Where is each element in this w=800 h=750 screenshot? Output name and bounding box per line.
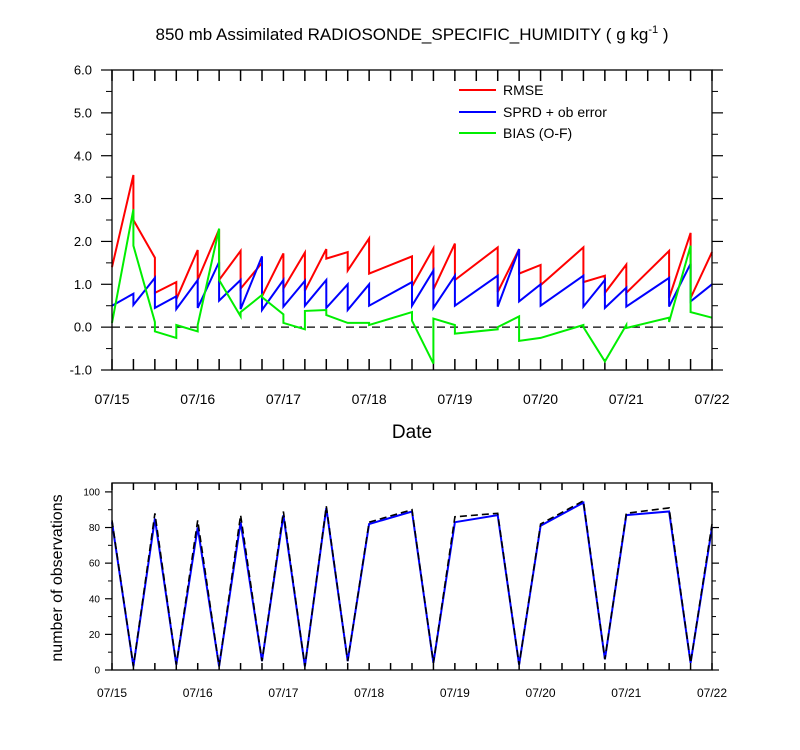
bottom-plot-frame: [111, 482, 713, 671]
top-x-tick-label: 07/19: [437, 391, 472, 407]
bot-series-line-possible-observations: [111, 499, 713, 667]
top-y-tick-label: 5.0: [74, 105, 92, 120]
legend-entry-sprd: SPRD + ob error: [459, 104, 607, 120]
top-x-tick-labels: 07/15 07/16 07/17 07/18 07/19 07/20 07/21 07/22: [94, 391, 729, 407]
bot-x-tick-label: 07/19: [440, 686, 470, 700]
bottom-axes-ticks: [105, 483, 719, 671]
bottom-x-tick-labels: 07/15 07/16 07/17 07/18 07/19 07/20 07/21 07/22: [97, 686, 727, 700]
top-y-tick-label: 6.0: [74, 63, 92, 78]
bottom-y-tick-labels: 0 20 40 60 80 100: [83, 487, 100, 676]
top-axes-ticks: [101, 69, 723, 371]
top-x-tick-label: 07/16: [180, 391, 215, 407]
bot-x-tick-label: 07/21: [611, 686, 641, 700]
bot-y-tick-label: 60: [89, 559, 101, 570]
bottom-series-lines: [111, 499, 713, 667]
top-x-tick-label: 07/17: [266, 391, 301, 407]
bot-x-tick-label: 07/20: [526, 686, 556, 700]
top-y-tick-labels: -1.0 0.0 1.0 2.0 3.0 4.0 5.0 6.0: [70, 63, 92, 378]
top-y-tick-label: 0.0: [74, 320, 92, 335]
top-y-tick-label: 3.0: [74, 191, 92, 206]
bot-x-tick-label: 07/22: [697, 686, 727, 700]
top-series-lines: [111, 174, 713, 365]
top-x-tick-label: 07/15: [94, 391, 129, 407]
top-y-tick-label: -1.0: [70, 363, 92, 378]
top-series-line-bias-o-f: [111, 209, 713, 365]
top-y-tick-label: 1.0: [74, 277, 92, 292]
bottom-y-axis-label: number of observations: [49, 494, 66, 661]
legend: RMSE SPRD + ob error BIAS (O-F): [459, 82, 607, 141]
bot-y-tick-label: 100: [83, 487, 100, 498]
top-plot-frame: [111, 69, 713, 371]
top-y-tick-label: 4.0: [74, 148, 92, 163]
bot-y-tick-label: 20: [89, 630, 101, 641]
legend-entry-bias: BIAS (O-F): [459, 125, 572, 141]
top-x-tick-label: 07/18: [352, 391, 387, 407]
top-y-tick-label: 2.0: [74, 234, 92, 249]
top-series-line-sprd-ob-error: [111, 248, 713, 314]
bot-x-tick-label: 07/15: [97, 686, 127, 700]
bot-y-tick-label: 0: [94, 666, 100, 677]
top-chart: 850 mb Assimilated RADIOSONDE_SPECIFIC_H…: [70, 24, 730, 443]
top-x-tick-label: 07/22: [694, 391, 729, 407]
top-series-line-rmse: [111, 174, 713, 300]
legend-entry-rmse: RMSE: [459, 82, 543, 98]
bot-y-tick-label: 40: [89, 594, 101, 605]
top-x-tick-label: 07/21: [609, 391, 644, 407]
bot-x-tick-label: 07/17: [268, 686, 298, 700]
legend-label-rmse: RMSE: [503, 82, 543, 98]
bot-y-tick-label: 80: [89, 523, 101, 534]
chart-title-main: 850 mb Assimilated RADIOSONDE_SPECIFIC_H…: [156, 25, 649, 44]
top-x-axis-label: Date: [392, 422, 432, 443]
chart-title-end: ): [658, 25, 668, 44]
chart-title: 850 mb Assimilated RADIOSONDE_SPECIFIC_H…: [156, 24, 669, 44]
legend-label-sprd: SPRD + ob error: [503, 104, 607, 120]
bot-x-tick-label: 07/16: [183, 686, 213, 700]
top-x-tick-label: 07/20: [523, 391, 558, 407]
bot-x-tick-label: 07/18: [354, 686, 384, 700]
chart-title-sup: -1: [648, 24, 658, 36]
bot-series-line-used-observations: [111, 501, 713, 667]
legend-label-bias: BIAS (O-F): [503, 125, 572, 141]
